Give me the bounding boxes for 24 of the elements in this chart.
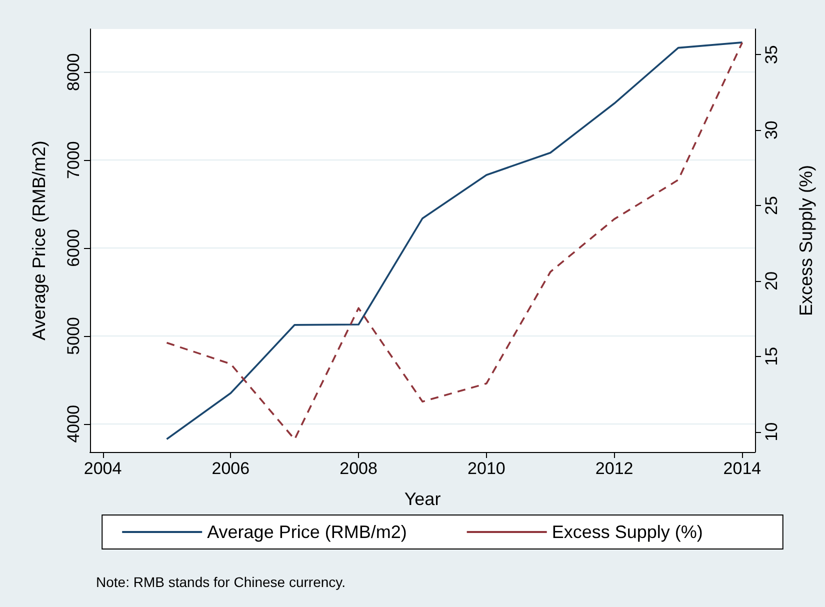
y-tick-label: 4000: [64, 404, 83, 443]
x-tick-label: 2004: [84, 459, 122, 478]
x-axis-title: Year: [404, 489, 441, 509]
x-tick-label: 2012: [595, 459, 634, 478]
legend-label: Average Price (RMB/m2): [207, 522, 407, 542]
y-tick-label: 7000: [64, 141, 83, 179]
y2-tick-label: 20: [762, 271, 781, 290]
y2-tick-label: 35: [762, 45, 781, 64]
y-tick-label: 5000: [64, 317, 83, 355]
y2-tick-label: 15: [762, 346, 781, 366]
legend-label: Excess Supply (%): [552, 522, 703, 542]
y2-tick-label: 30: [762, 120, 781, 140]
y-axis-title: Average Price (RMB/m2): [29, 140, 49, 340]
x-tick-label: 2014: [723, 459, 762, 478]
y-tick-label: 6000: [64, 229, 83, 267]
y2-tick-label: 25: [762, 196, 781, 215]
text: Note: RMB stands for Chinese currency.: [96, 574, 346, 590]
y-tick-label: 8000: [64, 53, 83, 92]
x-tick-label: 2010: [468, 459, 506, 478]
x-tick-label: 2006: [212, 459, 250, 478]
y2-tick-label: 10: [762, 422, 781, 442]
y2-axis-title: Excess Supply (%): [796, 164, 816, 316]
line-series: [166, 42, 744, 440]
x-tick-label: 2008: [340, 459, 378, 478]
